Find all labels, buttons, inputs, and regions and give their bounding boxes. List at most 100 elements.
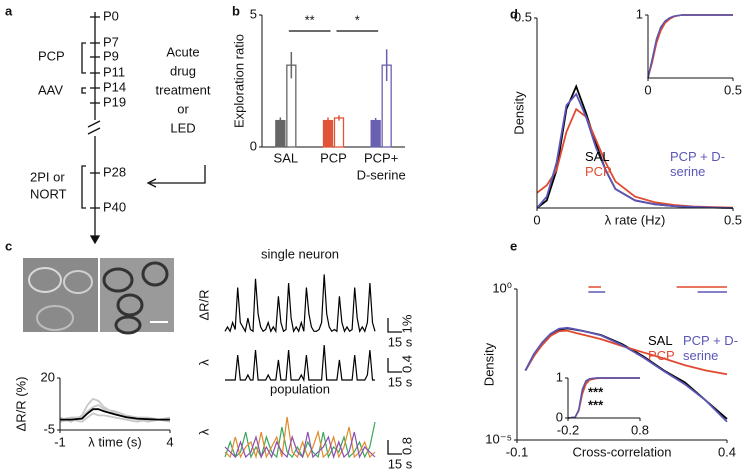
y-axis-label: Density	[511, 91, 526, 135]
x-tick-label: -1	[54, 434, 66, 449]
bracket	[81, 87, 86, 94]
bar	[333, 117, 345, 148]
x-tick-label: 4	[166, 434, 173, 449]
x-tick-label: 0	[644, 82, 651, 97]
line-series	[536, 92, 734, 209]
treatment-label: drug	[170, 63, 196, 78]
line-series	[647, 14, 733, 79]
trace	[224, 274, 376, 334]
line-series	[524, 329, 728, 376]
timeline-label: P28	[103, 164, 126, 179]
y-tick-label: 0.5	[514, 9, 532, 24]
treatment-label: Acute	[166, 44, 199, 59]
roi-outline	[141, 261, 169, 287]
x-tick-label: -0.2	[557, 422, 579, 437]
treatment-arrow	[150, 165, 206, 184]
x-tick-label: D-serine	[357, 167, 406, 182]
line-series	[524, 326, 728, 423]
panel-label: a	[5, 3, 13, 18]
annotation: ***	[588, 384, 604, 399]
x-axis-label: Cross-correlation	[573, 444, 672, 459]
treatment-label: treatment	[156, 82, 211, 97]
bracket-label: NORT	[30, 186, 67, 201]
bar	[275, 119, 286, 148]
y-tick-label: 1	[556, 369, 563, 384]
y-axis-label: Density	[481, 342, 496, 386]
timeline-label: P11	[103, 64, 125, 79]
x-axis-label: λ time (s)	[88, 434, 141, 449]
scale-label: 0.4	[399, 355, 414, 373]
y-tick-label: 5	[250, 6, 257, 21]
x-tick-label: 0.5	[724, 212, 742, 227]
bracket-label: PCP	[38, 48, 65, 63]
panel-label: d	[510, 6, 518, 21]
line-series	[647, 14, 733, 79]
cell-outline	[36, 305, 74, 331]
timeline-label: P14	[103, 79, 126, 94]
trace-ylabel: λ	[196, 359, 211, 366]
trace	[224, 416, 376, 460]
x-tick-label: SAL	[274, 150, 299, 165]
trace-ylabel: λ	[196, 428, 211, 435]
treatment-label: LED	[170, 120, 195, 135]
significance-label: **	[305, 12, 315, 27]
y-tick-label: 1	[636, 6, 643, 21]
y-tick-label: 0	[250, 138, 257, 153]
trace	[224, 431, 376, 460]
scale-bar	[387, 318, 402, 333]
legend-entry: SAL	[648, 333, 673, 348]
x-tick-label: -0.1	[506, 444, 528, 459]
bracket-label: 2PI or	[30, 169, 65, 184]
bar	[322, 119, 334, 148]
line-series	[647, 14, 733, 79]
legend-entry: PCP + D-serine	[670, 149, 726, 179]
bracket-label: AAV	[38, 82, 63, 97]
timeline-label: P40	[103, 199, 126, 214]
panel-a-drawing	[81, 12, 206, 245]
timeline-label: P7	[103, 34, 119, 49]
scale-bar	[387, 358, 402, 373]
legend-entry: PCP	[648, 348, 675, 363]
significance-label: *	[355, 12, 360, 27]
scale-label: 15 s	[388, 334, 413, 349]
timeline-label: P9	[103, 48, 119, 63]
scale-label: 1%	[399, 314, 414, 333]
line-series	[59, 397, 171, 423]
y-tick-label: 10⁰	[492, 280, 512, 295]
legend-entry: PCP + D-serine	[683, 333, 739, 363]
x-tick-label: 0.5	[724, 82, 742, 97]
x-tick-label: 0.4	[718, 444, 736, 459]
image-tile	[23, 258, 98, 332]
panel-label: b	[232, 3, 240, 18]
timeline-label: P19	[103, 94, 126, 109]
y-tick-label: -5	[43, 421, 55, 436]
panel-label: c	[5, 238, 12, 253]
treatment-label: or	[177, 101, 189, 116]
treatment-arrowhead	[146, 178, 157, 188]
scale-label: 0.8	[399, 437, 414, 455]
axis-break	[87, 120, 101, 135]
imaging-tiles	[23, 258, 174, 335]
x-tick-label: 0.8	[631, 422, 649, 437]
y-tick-label: 20	[41, 369, 55, 384]
bracket	[81, 165, 86, 209]
trace-title: population	[270, 381, 330, 396]
cell-outline	[28, 267, 62, 293]
annotation: ***	[588, 397, 604, 412]
bar	[370, 119, 381, 148]
roi-outline	[102, 267, 134, 293]
timeline-label: P0	[103, 8, 119, 23]
x-tick-label: PCP+	[364, 150, 398, 165]
trace	[225, 344, 375, 383]
bracket	[81, 42, 86, 74]
trace-ylabel: ΔR/R	[196, 289, 211, 320]
roi-outline	[116, 293, 144, 317]
roi-outline	[114, 315, 142, 335]
line-series	[567, 377, 640, 419]
panel-label: e	[510, 238, 517, 253]
line-series	[60, 408, 170, 421]
x-tick-label: 0	[533, 212, 540, 227]
y-tick-label: 0	[556, 409, 563, 424]
cell-outline	[63, 270, 93, 294]
